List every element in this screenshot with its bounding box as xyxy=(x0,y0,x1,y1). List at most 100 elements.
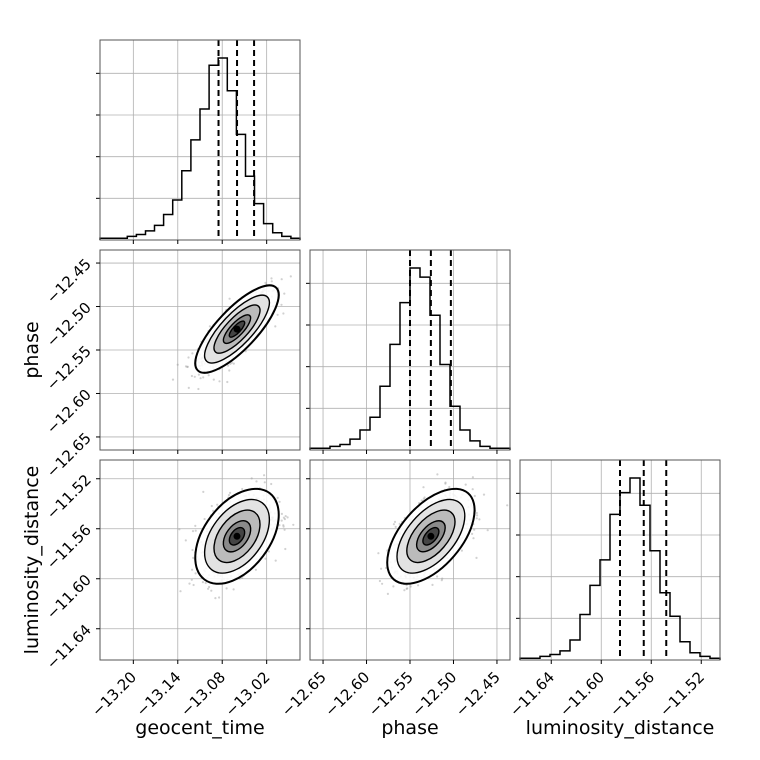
sample-point xyxy=(207,587,210,590)
sample-point xyxy=(179,590,182,593)
sample-point xyxy=(398,522,401,526)
y-tick-label-luminosity-distance: −11.64 xyxy=(43,621,95,673)
histogram-geocent-time xyxy=(99,57,301,240)
sample-point xyxy=(210,504,213,508)
peak-marker xyxy=(233,532,241,540)
sample-point xyxy=(232,362,235,365)
sample-point xyxy=(208,325,211,328)
sample-point xyxy=(473,494,476,498)
contour-line xyxy=(194,487,280,585)
sample-point xyxy=(441,577,444,580)
sample-point xyxy=(280,519,283,522)
sample-point xyxy=(204,581,207,585)
sample-point xyxy=(280,278,283,281)
sample-point xyxy=(227,364,230,367)
sample-point xyxy=(264,557,267,560)
sample-point xyxy=(486,529,489,532)
sample-point xyxy=(478,518,481,521)
sample-point xyxy=(184,539,187,542)
sample-point xyxy=(212,378,215,381)
x-tick-label-luminosity-distance: −11.64 xyxy=(506,668,558,720)
scatter-content xyxy=(178,474,295,600)
sample-point xyxy=(417,584,420,587)
sample-point xyxy=(471,476,474,479)
sample-point xyxy=(393,520,397,524)
sample-point xyxy=(377,552,380,555)
sample-point xyxy=(186,365,189,369)
y-tick-label-phase: −12.45 xyxy=(43,255,95,307)
sample-point xyxy=(216,503,219,506)
contour-line xyxy=(406,509,456,564)
sample-point xyxy=(218,596,221,599)
x-tick-label-luminosity-distance: −11.56 xyxy=(606,668,658,720)
sample-point xyxy=(218,380,221,383)
sample-point xyxy=(381,582,384,585)
sample-point xyxy=(436,575,439,578)
sample-point xyxy=(380,567,383,570)
sample-point xyxy=(191,548,194,552)
sample-point xyxy=(506,504,509,507)
sample-point xyxy=(202,376,205,379)
sample-point xyxy=(403,589,406,592)
contour-line xyxy=(203,294,271,364)
sample-point xyxy=(436,473,439,476)
scatter-content xyxy=(171,275,292,391)
sample-point xyxy=(176,363,179,366)
contour-line xyxy=(422,526,440,546)
sample-point xyxy=(431,583,434,587)
x-tick-label-phase: −12.50 xyxy=(408,668,460,720)
sample-point xyxy=(186,365,189,368)
sample-point xyxy=(422,497,425,500)
sample-point xyxy=(276,313,279,316)
sample-point xyxy=(190,578,193,581)
sample-point xyxy=(283,528,286,531)
sample-point xyxy=(263,474,266,477)
y-tick-label-luminosity-distance: −11.60 xyxy=(43,571,95,623)
sample-point xyxy=(405,587,408,591)
sample-point xyxy=(201,581,204,584)
sample-point xyxy=(282,516,285,519)
sample-point xyxy=(471,488,474,491)
sample-point xyxy=(254,568,257,571)
sample-point xyxy=(187,356,190,359)
y-tick-label-luminosity-distance: −11.56 xyxy=(43,521,95,573)
xlabel-phase: phase xyxy=(381,717,438,739)
sample-point xyxy=(270,277,273,280)
sample-point xyxy=(191,352,194,355)
contour-line xyxy=(386,487,476,585)
sample-point xyxy=(227,494,231,497)
sample-point xyxy=(473,528,476,531)
sample-point xyxy=(464,483,467,486)
sample-point xyxy=(420,499,423,502)
peak-marker xyxy=(427,532,435,540)
contour-line xyxy=(228,526,246,546)
sample-point xyxy=(270,280,273,283)
x-tick-label-phase: −12.65 xyxy=(278,668,330,720)
sample-point xyxy=(423,496,426,499)
sample-point xyxy=(444,481,447,484)
x-tick-label-geocent-time: −13.02 xyxy=(222,668,274,720)
contour-line xyxy=(415,520,446,553)
sample-point xyxy=(193,375,196,378)
ylabel-luminosity-distance: luminosity_distance xyxy=(21,466,43,655)
sample-point xyxy=(244,350,247,353)
sample-point xyxy=(197,373,200,376)
y-tick-label-phase: −12.60 xyxy=(43,386,95,438)
sample-point xyxy=(199,377,202,380)
sample-point xyxy=(226,380,229,384)
sample-point xyxy=(276,496,279,499)
sample-point xyxy=(284,515,287,518)
sample-point xyxy=(274,325,277,328)
sample-point xyxy=(197,387,200,391)
sample-point xyxy=(190,374,193,378)
contour-line xyxy=(222,314,252,345)
panel-frame xyxy=(99,39,301,241)
sample-point xyxy=(192,583,195,587)
sample-point xyxy=(267,550,270,553)
contour-line xyxy=(228,320,246,338)
sample-point xyxy=(210,589,213,592)
sample-point xyxy=(278,500,281,503)
sample-point xyxy=(255,480,258,483)
sample-point xyxy=(482,493,486,496)
